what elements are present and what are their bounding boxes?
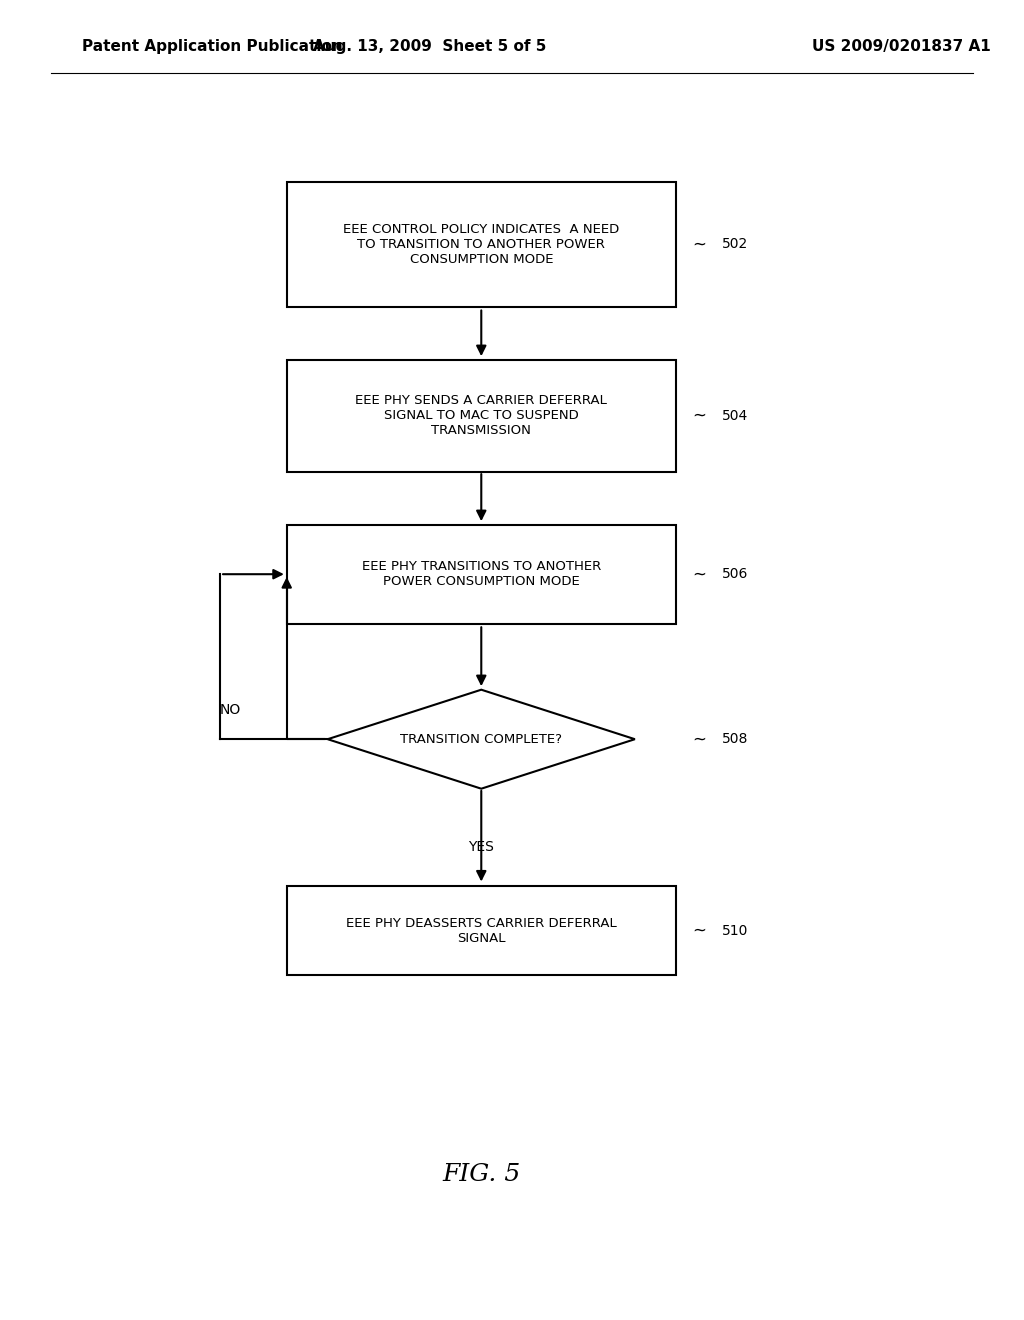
Text: ~: ~ — [692, 407, 707, 425]
Text: 508: 508 — [722, 733, 749, 746]
Text: Patent Application Publication: Patent Application Publication — [82, 38, 343, 54]
Text: EEE CONTROL POLICY INDICATES  A NEED
TO TRANSITION TO ANOTHER POWER
CONSUMPTION : EEE CONTROL POLICY INDICATES A NEED TO T… — [343, 223, 620, 265]
Text: 504: 504 — [722, 409, 749, 422]
Text: 510: 510 — [722, 924, 749, 937]
FancyBboxPatch shape — [287, 181, 676, 308]
Text: EEE PHY DEASSERTS CARRIER DEFERRAL
SIGNAL: EEE PHY DEASSERTS CARRIER DEFERRAL SIGNA… — [346, 916, 616, 945]
Text: ~: ~ — [692, 565, 707, 583]
Text: TRANSITION COMPLETE?: TRANSITION COMPLETE? — [400, 733, 562, 746]
Text: Aug. 13, 2009  Sheet 5 of 5: Aug. 13, 2009 Sheet 5 of 5 — [313, 38, 547, 54]
Text: ~: ~ — [692, 730, 707, 748]
Text: EEE PHY SENDS A CARRIER DEFERRAL
SIGNAL TO MAC TO SUSPEND
TRANSMISSION: EEE PHY SENDS A CARRIER DEFERRAL SIGNAL … — [355, 395, 607, 437]
Text: ~: ~ — [692, 235, 707, 253]
Text: ~: ~ — [692, 921, 707, 940]
Text: YES: YES — [468, 841, 495, 854]
Text: FIG. 5: FIG. 5 — [442, 1163, 520, 1187]
Text: 506: 506 — [722, 568, 749, 581]
Text: US 2009/0201837 A1: US 2009/0201837 A1 — [812, 38, 990, 54]
FancyBboxPatch shape — [287, 886, 676, 975]
Text: 502: 502 — [722, 238, 749, 251]
FancyBboxPatch shape — [287, 525, 676, 624]
FancyBboxPatch shape — [287, 359, 676, 471]
Polygon shape — [328, 689, 635, 788]
Text: EEE PHY TRANSITIONS TO ANOTHER
POWER CONSUMPTION MODE: EEE PHY TRANSITIONS TO ANOTHER POWER CON… — [361, 560, 601, 589]
Text: NO: NO — [220, 704, 241, 717]
